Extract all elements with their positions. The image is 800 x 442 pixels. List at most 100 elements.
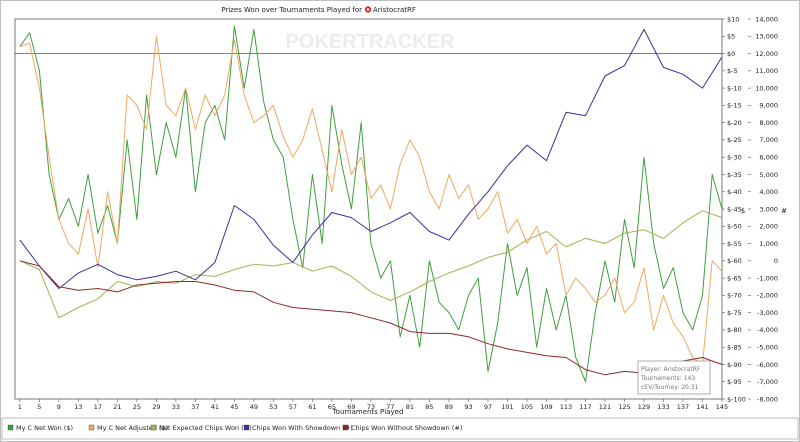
y-left-tick-label: $-40	[727, 188, 742, 196]
x-tick-label: 117	[579, 403, 591, 411]
x-tick-label: 37	[191, 403, 199, 411]
y-right-tick-label: 12,000	[755, 50, 778, 58]
y-left-tick-label: $-90	[727, 361, 742, 369]
y-right-tick-label: 10,000	[755, 84, 778, 92]
y-right-tick-label: 7,000	[759, 136, 778, 144]
y-right-tick-label: -4,000	[757, 326, 778, 334]
x-tick-label: 29	[152, 403, 160, 411]
y-right-tick-label: 3,000	[759, 205, 778, 213]
tooltip-player: Player: AristocratRF	[641, 366, 701, 373]
x-tick-label: 53	[269, 403, 277, 411]
y-right-tick-label: 9,000	[759, 102, 778, 110]
x-axis-title: Tournaments Played	[332, 408, 404, 416]
y-right-tick-label: -6,000	[757, 361, 778, 369]
y-left-tick-label: $-80	[727, 326, 742, 334]
y-left-tick-label: $-25	[727, 136, 742, 144]
y-left-tick-label: $-5	[727, 67, 738, 75]
x-tick-label: 85	[425, 403, 433, 411]
y-right-tick-label: 4,000	[759, 188, 778, 196]
legend-label: My C Net Adjusted ($)	[97, 424, 168, 432]
y-right-tick-label: -1,000	[757, 274, 778, 282]
series-line-3	[19, 28, 723, 289]
y-left-tick-label: $-95	[727, 378, 742, 386]
y-left-tick-label: $-10	[727, 84, 742, 92]
y-left-tick-label: $-30	[727, 153, 742, 161]
x-tick-label: 65	[328, 403, 336, 411]
x-tick-label: 121	[599, 403, 611, 411]
x-tick-label: 105	[521, 403, 533, 411]
legend-swatch	[243, 424, 250, 431]
x-axis: 1 5 9 13 17 21 25 29 33 37 41 45 49 53 57 61 65 69 73 77 81 8…	[18, 399, 728, 411]
x-tick-label: 81	[406, 403, 414, 411]
y-right-tick-label: -2,000	[757, 292, 778, 300]
y-right-tick-label: 11,000	[755, 67, 778, 75]
y-right-tick-label: 2,000	[759, 223, 778, 231]
player-flag-icon	[364, 6, 372, 13]
legend-label: Net Expected Chips Won (#)	[159, 424, 252, 432]
legend-label: My C Net Won ($)	[16, 424, 73, 432]
x-tick-label: 33	[172, 403, 180, 411]
x-tick-label: 57	[289, 403, 297, 411]
x-tick-label: 13	[74, 403, 82, 411]
x-tick-label: 73	[367, 403, 375, 411]
x-tick-label: 41	[211, 403, 219, 411]
y-right-tick-label: -7,000	[757, 378, 778, 386]
x-tick-label: 25	[133, 403, 141, 411]
y-axis-left: $10 $5 $0 $-5 $-10 $-15 $-20 $-25 $-30 $-35 $-40 $-…	[722, 15, 746, 403]
y-left-tick-label: $-55	[727, 240, 742, 248]
y-right-axis-title: #	[781, 207, 787, 215]
x-tick-label: 21	[113, 403, 121, 411]
y-right-tick-label: -3,000	[757, 309, 778, 317]
x-tick-label: 109	[540, 403, 552, 411]
legend-label: Chips Won Without Showdown (#)	[351, 424, 462, 432]
y-right-tick-label: 14,000	[755, 15, 778, 23]
watermark: POKERTRACKER	[286, 31, 455, 53]
x-tick-label: 113	[560, 403, 572, 411]
x-tick-label: 77	[386, 403, 394, 411]
x-tick-label: 49	[250, 403, 258, 411]
x-tick-label: 9	[57, 403, 61, 411]
legend-swatch	[150, 424, 157, 431]
x-tick-label: 89	[445, 403, 453, 411]
y-right-tick-label: -5,000	[757, 343, 778, 351]
y-left-tick-label: $-35	[727, 171, 742, 179]
x-tick-label: 61	[308, 403, 316, 411]
series-line-0	[19, 25, 723, 383]
y-left-tick-label: $-15	[727, 102, 742, 110]
legend-frame	[1, 417, 799, 440]
x-tick-label: 141	[696, 403, 708, 411]
y-right-tick-label: -8,000	[757, 395, 778, 403]
y-left-tick-label: $-45	[727, 205, 742, 213]
x-tick-label: 101	[501, 403, 513, 411]
legend-label: Chips Won With Showdown (#)	[252, 424, 353, 432]
y-left-tick-label: $-50	[727, 223, 742, 231]
x-tick-label: 145	[716, 403, 728, 411]
y-axis-right: 14,000 13,000 12,000 11,000 10,000 9,000 8,000…	[748, 15, 778, 403]
y-left-tick-label: $-85	[727, 343, 742, 351]
y-left-tick-label: $5	[727, 33, 735, 41]
y-right-tick-label: 13,000	[755, 33, 778, 41]
series-line-1	[19, 35, 723, 365]
series-lines	[19, 25, 723, 383]
y-left-tick-label: $0	[727, 50, 735, 58]
x-tick-label: 125	[618, 403, 630, 411]
legend-swatch	[7, 424, 14, 431]
x-tick-label: 69	[347, 403, 355, 411]
x-tick-label: 5	[37, 403, 41, 411]
y-right-tick-label: 1,000	[759, 240, 778, 248]
x-tick-label: 45	[230, 403, 238, 411]
legend: My C Net Won ($) My C Net Adjusted ($)Net…	[7, 424, 462, 432]
tooltip-tournaments: Tournaments: 143	[640, 375, 695, 382]
legend-swatch	[88, 424, 95, 431]
y-right-tick-label: 8,000	[759, 119, 778, 127]
y-left-tick-label: $-60	[727, 257, 742, 265]
y-left-tick-label: $-100	[727, 395, 746, 403]
hover-tooltip: Player: AristocratRF Tournaments: 143 cE…	[637, 360, 711, 395]
legend-swatch	[342, 424, 349, 431]
y-right-tick-label: 5,000	[759, 171, 778, 179]
tooltip-cev: cEV/Tourney: 20.31	[641, 384, 699, 391]
y-left-tick-label: $-70	[727, 292, 742, 300]
y-left-axis-title: $	[741, 207, 745, 215]
y-left-tick-label: $-65	[727, 274, 742, 282]
